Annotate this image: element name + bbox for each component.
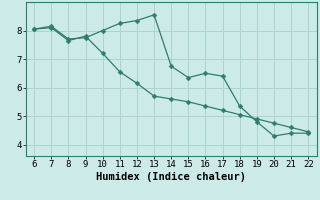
X-axis label: Humidex (Indice chaleur): Humidex (Indice chaleur) xyxy=(96,172,246,182)
